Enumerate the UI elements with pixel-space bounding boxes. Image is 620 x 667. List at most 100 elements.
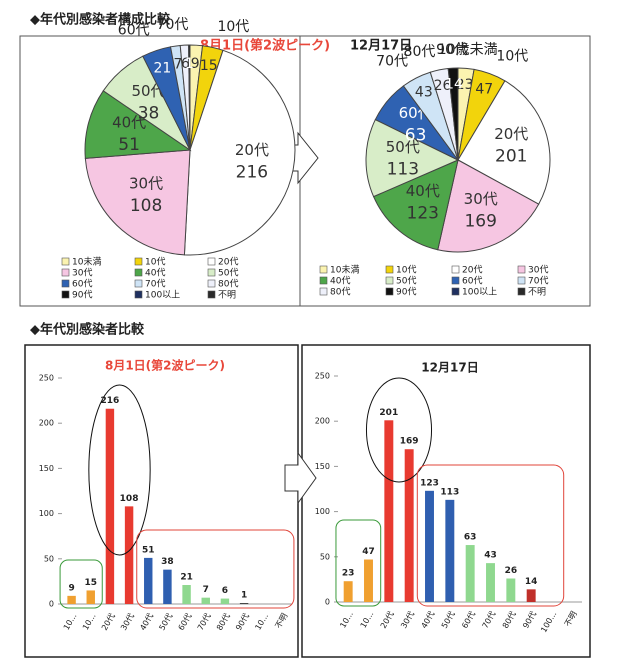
slice-name-label: 70代 (157, 17, 189, 33)
slice-value-label: 21 (154, 60, 172, 76)
bar-value-label: 201 (379, 408, 398, 418)
bar (465, 545, 475, 602)
legend-swatch (385, 276, 394, 285)
slice-name-label: 80代 (404, 44, 436, 60)
bar (445, 499, 455, 602)
pie-slice (365, 118, 460, 198)
y-tick-label: 200 (39, 419, 54, 428)
legend-swatch (134, 279, 143, 288)
legend-label: 100以上 (145, 290, 180, 301)
slice-value-label: 47 (475, 81, 493, 97)
x-tick-label: 不明 (274, 612, 290, 630)
legend-swatch (134, 290, 143, 299)
legend-swatch (319, 287, 328, 296)
y-tick-label: 0 (325, 598, 330, 607)
legend-label: 30代 (72, 268, 92, 279)
bar-value-label: 21 (180, 573, 193, 583)
bar-value-label: 51 (142, 545, 155, 555)
x-tick-label: 90代 (520, 609, 538, 630)
y-tick-label: 50 (44, 554, 54, 563)
bar-value-label: 108 (120, 494, 139, 504)
legend-swatch (207, 257, 216, 266)
y-tick-label: 100 (39, 509, 54, 518)
legend-label: 80代 (218, 279, 238, 290)
highlight-box (416, 464, 565, 607)
slice-name-label: 60代 (118, 23, 150, 39)
bar-value-label: 113 (440, 487, 459, 497)
x-tick-label: 10... (253, 612, 270, 632)
bar-value-label: 6 (222, 586, 228, 596)
slice-value-label: 7 (174, 57, 183, 73)
panel-frame (301, 344, 591, 658)
legend-label: 60代 (72, 279, 92, 290)
slice-value-label: 14 (445, 77, 463, 93)
x-tick-label: 40代 (419, 609, 437, 630)
slice-name-label: 10代 (217, 19, 249, 35)
legend-swatch (517, 276, 526, 285)
bar (239, 603, 249, 604)
pie-slice (84, 149, 191, 256)
legend-label: 90代 (396, 287, 416, 298)
bar-value-label: 26 (505, 566, 518, 576)
slice-value-label: 1 (185, 56, 194, 72)
slice-name-label: 40代 (112, 113, 146, 131)
bar-value-label: 63 (464, 533, 477, 543)
bar-value-label: 216 (101, 396, 120, 406)
slice-value-label: 216 (236, 163, 268, 183)
x-tick-label: 70代 (480, 609, 498, 630)
bar-value-label: 38 (161, 557, 174, 567)
legend-swatch (385, 265, 394, 274)
section-heading: ◆年代別感染者構成比較 (30, 12, 171, 28)
bar (163, 569, 172, 604)
slice-value-label: 9 (191, 56, 200, 72)
legend-label: 20代 (218, 257, 238, 268)
pie-slice (188, 44, 191, 151)
x-tick-label: 90代 (233, 611, 251, 632)
slice-value-label: 38 (138, 104, 160, 124)
bar-value-label: 14 (525, 577, 538, 587)
chart-title: 8月1日(第2波ピーク) (105, 358, 225, 373)
highlight-box (136, 529, 295, 609)
legend-swatch (385, 287, 394, 296)
bar-value-label: 47 (362, 547, 375, 557)
y-tick-label: 100 (315, 507, 330, 516)
legend-label: 40代 (330, 276, 350, 287)
legend-label: 10代 (396, 265, 416, 276)
bar (220, 598, 230, 604)
legend-swatch (451, 287, 460, 296)
legend-swatch (451, 265, 460, 274)
legend-label: 10代 (145, 257, 165, 268)
legend-swatch (134, 268, 143, 277)
x-tick-label: 40代 (137, 611, 155, 632)
legend-swatch (207, 290, 216, 299)
bar (343, 581, 353, 602)
bar (144, 557, 153, 604)
bar-value-label: 1 (241, 591, 247, 601)
legend-label: 40代 (145, 268, 165, 279)
chart-title: 12月17日 (421, 361, 478, 375)
legend-label: 50代 (396, 276, 416, 287)
x-tick-label: 20代 (99, 611, 117, 632)
x-tick-label: 30代 (118, 611, 136, 632)
x-tick-label: 80代 (214, 611, 232, 632)
bar (486, 563, 495, 602)
slice-name-label: 20代 (494, 125, 528, 143)
bar (124, 506, 134, 604)
x-tick-label: 100... (539, 610, 558, 634)
legend-label: 70代 (145, 279, 165, 290)
slice-name-label: 70代 (376, 54, 408, 70)
legend-swatch (61, 268, 70, 277)
bar-value-label: 43 (484, 551, 497, 561)
slice-value-label: 169 (464, 211, 496, 231)
slice-value-label: 23 (456, 77, 474, 93)
bar (182, 585, 191, 604)
bar (86, 590, 95, 604)
arrow (284, 451, 317, 505)
bar (425, 490, 434, 602)
legend-label: 不明 (528, 287, 546, 298)
x-tick-label: 20代 (378, 609, 396, 630)
x-tick-label: 10... (338, 610, 355, 630)
x-tick-label: 60代 (176, 611, 194, 632)
highlight-ellipse (88, 384, 151, 556)
panel-frame (24, 344, 299, 658)
